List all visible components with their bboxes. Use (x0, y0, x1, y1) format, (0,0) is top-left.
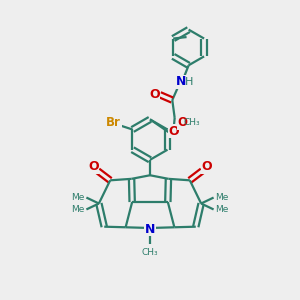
Text: Me: Me (215, 205, 229, 214)
Text: Me: Me (71, 205, 85, 214)
Text: Br: Br (106, 116, 121, 130)
Text: CH₃: CH₃ (184, 118, 200, 127)
Text: Me: Me (71, 193, 85, 202)
Text: O: O (202, 160, 212, 173)
Text: H: H (185, 76, 194, 87)
Text: N: N (145, 223, 155, 236)
Text: O: O (88, 160, 98, 173)
Text: O: O (177, 116, 188, 130)
Text: Me: Me (215, 193, 229, 202)
Text: O: O (149, 88, 160, 100)
Text: O: O (169, 125, 179, 138)
Text: N: N (176, 75, 186, 88)
Text: CH₃: CH₃ (142, 248, 158, 257)
